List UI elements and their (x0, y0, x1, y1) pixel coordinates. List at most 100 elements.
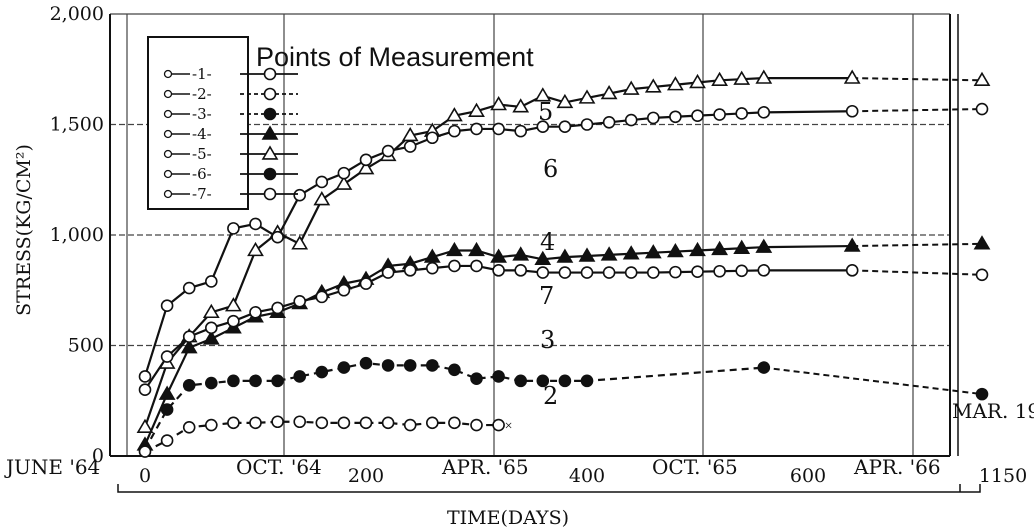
data-point-3 (470, 372, 483, 385)
data-point-2 (381, 416, 395, 430)
series-break-5 (852, 77, 983, 82)
data-point-7 (646, 266, 660, 279)
legend-label: -6- (192, 165, 212, 183)
series-2: × (138, 415, 513, 458)
data-point-5 (600, 84, 618, 100)
data-point-2 (271, 415, 284, 429)
data-point-4 (534, 250, 552, 266)
data-point-5 (446, 107, 463, 122)
date-label-mar-1967: MAR. 1967 (952, 399, 1034, 423)
data-point-2 (492, 418, 505, 432)
data-point-6 (646, 111, 660, 125)
y-tick-label: 500 (68, 335, 104, 357)
data-point-7 (757, 264, 771, 277)
data-point-3 (403, 359, 417, 372)
data-point-4 (158, 385, 176, 400)
legend-entry: -1- (163, 65, 298, 83)
data-point-7 (448, 259, 461, 273)
data-point-3 (425, 359, 439, 372)
data-point-6 (249, 217, 262, 231)
data-point-4 (180, 339, 198, 354)
data-point-4 (843, 237, 861, 252)
legend-label: -5- (192, 145, 212, 163)
data-point-5 (733, 70, 751, 85)
data-point-6 (403, 140, 417, 153)
data-point-2 (293, 415, 307, 429)
legend-key-dot (163, 69, 173, 79)
data-point-4 (973, 235, 991, 250)
x-tick-label: 200 (348, 465, 384, 487)
data-point-5 (755, 69, 773, 84)
data-point-2 (227, 416, 240, 430)
legend-entry: -4- (163, 125, 298, 143)
series-3 (138, 356, 989, 456)
tick-labels: 0 500 1,000 1,500 2,000 0 200 400 600 1150 (50, 3, 1028, 487)
legend-sample-marker (263, 67, 277, 81)
data-point-6 (315, 175, 329, 189)
data-point-3 (975, 387, 989, 401)
legend-entries: -1- -2- -3- -4- -5- -6- -7- (163, 65, 298, 203)
data-point-7 (271, 301, 284, 315)
legend-entry: -2- (163, 85, 298, 103)
data-point-7 (315, 290, 329, 304)
data-point-7 (975, 268, 989, 282)
data-point-7 (602, 266, 616, 279)
data-point-7 (492, 264, 505, 277)
data-point-7 (359, 277, 373, 290)
data-point-6 (359, 153, 373, 167)
data-point-2 (403, 418, 417, 432)
data-point-3 (359, 356, 373, 370)
data-point-6 (160, 299, 174, 313)
data-point-3 (293, 370, 307, 383)
series-line-6 (143, 110, 853, 377)
data-point-6 (271, 230, 284, 244)
data-point-5 (291, 235, 309, 250)
data-point-7 (381, 266, 395, 279)
data-point-7 (558, 266, 572, 279)
series-6 (138, 102, 989, 383)
legend-entry: -5- (163, 145, 298, 163)
legend-entry: -6- (163, 165, 298, 183)
legend-key-dot (163, 169, 173, 179)
legend-sample-marker (263, 107, 277, 121)
data-point-2 (425, 416, 439, 430)
date-label-june-64: JUNE '64 (4, 455, 100, 479)
data-point-4 (600, 246, 618, 261)
data-point-3 (271, 374, 284, 388)
series-break-6 (852, 108, 983, 113)
data-point-6 (138, 370, 152, 383)
series-7 (138, 259, 989, 397)
legend-label: -1- (192, 65, 212, 83)
data-point-5 (357, 160, 375, 175)
x-tick-label: 600 (790, 465, 826, 487)
data-point-5 (202, 303, 220, 319)
legend-label: -2- (192, 85, 212, 103)
legend-label: -7- (192, 185, 212, 203)
data-point-4 (755, 238, 773, 253)
data-point-2 (205, 418, 218, 432)
data-point-6 (492, 122, 505, 136)
data-point-7 (536, 266, 550, 279)
data-point-5 (512, 98, 530, 113)
data-point-2 (470, 418, 483, 432)
data-point-6 (205, 275, 218, 288)
legend-label: -4- (192, 125, 212, 143)
data-point-7 (470, 259, 483, 273)
series-label-5: 5 (538, 98, 553, 126)
data-point-2 (138, 445, 152, 458)
data-point-6 (580, 118, 594, 131)
legend-box (147, 36, 249, 210)
data-point-5 (136, 418, 154, 433)
series-end-mark-2: × (505, 419, 513, 434)
data-point-4 (711, 240, 728, 256)
data-point-5 (225, 297, 242, 312)
series-group: × (136, 69, 991, 458)
data-point-7 (249, 306, 262, 319)
data-point-6 (425, 131, 439, 145)
data-point-7 (138, 383, 152, 397)
data-point-3 (249, 374, 262, 388)
data-point-6 (182, 281, 196, 295)
data-point-3 (492, 370, 505, 383)
legend-key-dot (163, 89, 173, 99)
